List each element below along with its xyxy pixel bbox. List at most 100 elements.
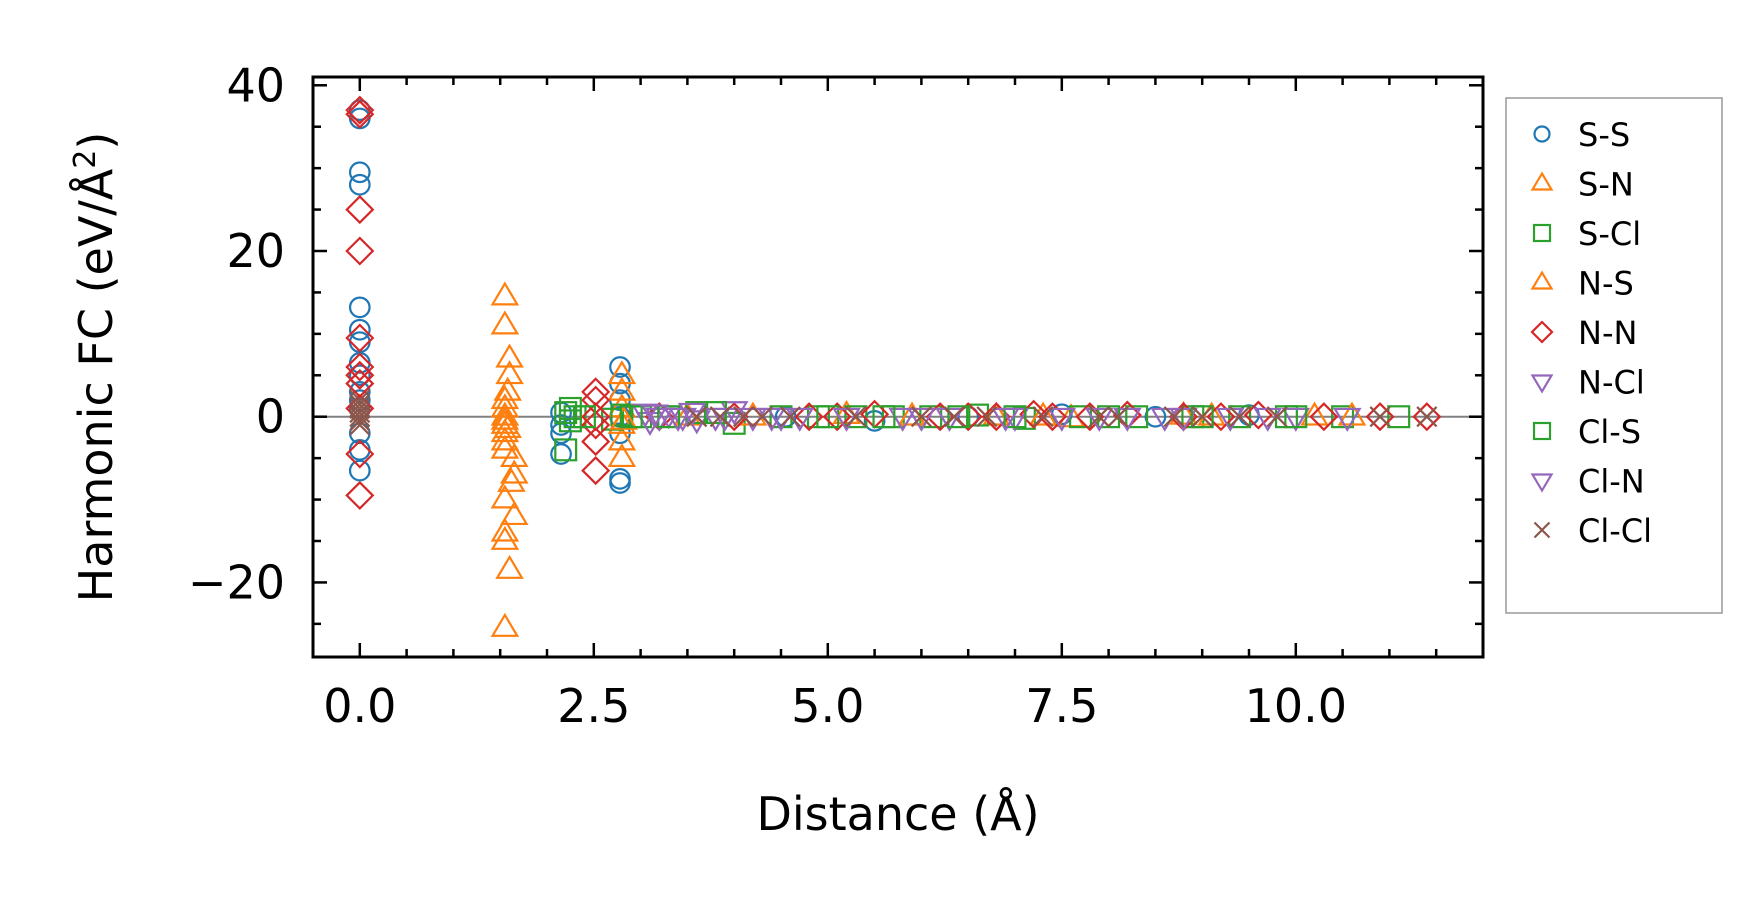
data-point (490, 310, 520, 335)
data-point (554, 438, 578, 462)
data-point (349, 410, 371, 432)
data-point (490, 484, 520, 509)
data-point (1332, 407, 1362, 432)
data-point (845, 406, 867, 428)
x-axis-label: Distance (Å) (756, 787, 1039, 841)
data-point (348, 161, 371, 184)
data-point (581, 427, 611, 457)
x-tick-label: 5.0 (791, 679, 864, 733)
data-point (888, 407, 917, 432)
data-point (779, 406, 801, 428)
data-point (1191, 406, 1213, 428)
data-point (1144, 405, 1167, 428)
legend-marker (1530, 473, 1554, 493)
data-point (607, 442, 637, 468)
series-cl-cl (349, 389, 1438, 436)
data-point (550, 443, 572, 465)
data-point (619, 405, 643, 429)
data-point (751, 406, 773, 428)
data-point (872, 405, 896, 429)
data-point (345, 439, 375, 469)
x-tick-label: 7.5 (1025, 679, 1098, 733)
data-point (607, 376, 637, 401)
data-point (490, 426, 520, 451)
data-point (490, 401, 520, 426)
y-tick-label: 20 (226, 224, 285, 278)
legend-marker (1533, 521, 1551, 539)
data-point (607, 426, 637, 451)
plot-frame (311, 75, 1485, 659)
data-point (943, 406, 965, 428)
data-point (497, 467, 526, 492)
data-point (499, 459, 529, 484)
data-point (1003, 405, 1027, 429)
data-point (499, 500, 529, 526)
data-point (609, 405, 639, 430)
data-point (1228, 405, 1252, 429)
data-point (1125, 405, 1149, 429)
legend-label: Cl-Cl (1578, 512, 1652, 550)
data-point (1037, 402, 1067, 432)
data-point (907, 407, 936, 432)
data-point (558, 409, 582, 433)
legend-label: N-Cl (1578, 364, 1645, 402)
data-point (1284, 405, 1308, 429)
legend-label: S-N (1578, 166, 1634, 204)
y-axis-label-main: Harmonic FC (eV/Å (69, 168, 123, 602)
data-point (345, 352, 375, 382)
legend-marker (1530, 374, 1554, 394)
data-point (348, 364, 371, 387)
y-tick-label: 40 (226, 58, 285, 112)
axis-ticks: 0.0 2.5 5.0 7.5 10.0 −20 0 20 40 (188, 58, 1485, 733)
data-point (1309, 402, 1339, 432)
data-point (581, 410, 611, 440)
data-point (490, 517, 520, 542)
data-point (910, 406, 932, 428)
data-point (1088, 406, 1110, 428)
data-point (1243, 400, 1273, 430)
data-point (345, 236, 375, 266)
data-point (490, 612, 520, 637)
data-point (1047, 407, 1077, 432)
data-point (348, 296, 371, 319)
data-point (345, 360, 375, 390)
legend-marker (1530, 270, 1554, 290)
x-tick-label: 10.0 (1245, 679, 1347, 733)
legend-label: S-S (1578, 116, 1630, 154)
data-point (490, 434, 520, 459)
data-point (1107, 406, 1129, 428)
data-point (490, 525, 520, 550)
data-point (349, 393, 371, 415)
data-point (490, 281, 520, 306)
data-point (709, 406, 731, 428)
y-axis-label-close: ) (69, 132, 123, 150)
y-tick-label: −20 (188, 555, 285, 609)
data-point (947, 405, 971, 429)
legend-label: S-Cl (1578, 215, 1641, 253)
data-point (1281, 407, 1311, 432)
y-axis-label-superscript: 2 (68, 150, 103, 169)
data-point (345, 195, 375, 225)
data-point (1300, 401, 1329, 426)
data-point (1365, 402, 1395, 432)
x-tick-label: 0.0 (323, 679, 396, 733)
data-point (1032, 406, 1054, 428)
legend-label: Cl-S (1578, 413, 1641, 451)
legend-box (1505, 97, 1723, 614)
data-point (1028, 401, 1058, 426)
data-points (345, 95, 1442, 637)
data-point (581, 456, 611, 486)
legend-marker (1533, 125, 1551, 143)
data-point (349, 414, 371, 436)
legend: S-S S-N S-Cl N-S N-N N-Cl Cl-S Cl-N Cl-Cl (1505, 97, 1723, 614)
x-tick-label: 2.5 (557, 679, 630, 733)
legend-label: N-S (1578, 265, 1634, 303)
data-point (640, 404, 669, 429)
data-point (663, 407, 693, 432)
data-point (609, 472, 631, 494)
data-point (348, 459, 371, 482)
data-point (1266, 406, 1288, 428)
data-point (607, 360, 637, 385)
